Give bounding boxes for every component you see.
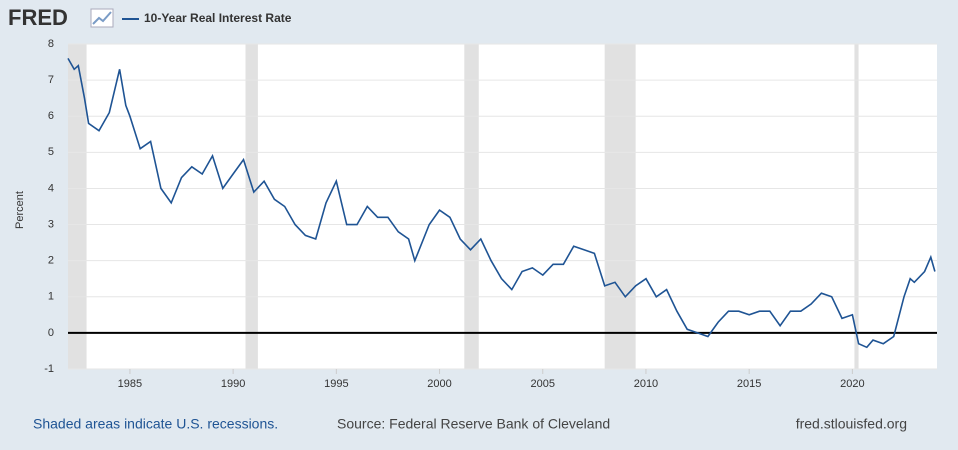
x-tick-label: 1990 — [221, 378, 245, 390]
recession-band — [68, 44, 87, 369]
logo-icon — [90, 8, 114, 28]
y-tick-label: 2 — [48, 255, 54, 267]
logo: FRED — [8, 5, 68, 30]
x-tick-label: 2010 — [634, 378, 658, 390]
y-tick-label: 7 — [48, 74, 54, 86]
source: Source: Federal Reserve Bank of Clevelan… — [337, 416, 610, 432]
x-tick-label: 2015 — [737, 378, 761, 390]
recession-band — [604, 44, 636, 369]
legend-label: 10-Year Real Interest Rate — [144, 11, 292, 25]
y-tick-label: 8 — [48, 38, 54, 50]
plot-area — [68, 44, 937, 369]
x-tick-label: 1995 — [324, 378, 348, 390]
site: fred.stlouisfed.org — [796, 416, 907, 432]
recession-note: Shaded areas indicate U.S. recessions. — [33, 416, 278, 432]
x-tick-label: 2020 — [840, 378, 864, 390]
y-tick-label: 0 — [48, 327, 54, 339]
recession-band — [245, 44, 258, 369]
y-tick-label: 3 — [48, 218, 54, 230]
y-tick-label: 6 — [48, 110, 54, 122]
y-axis-label: Percent — [14, 191, 26, 229]
x-tick-label: 2000 — [427, 378, 451, 390]
recession-band — [854, 44, 859, 369]
y-tick-label: 5 — [48, 146, 54, 158]
y-tick-label: -1 — [44, 363, 54, 375]
line — [67, 58, 936, 349]
y-tick-label: 4 — [48, 182, 54, 194]
recession-band — [464, 44, 479, 369]
x-tick-label: 2005 — [531, 378, 555, 390]
x-tick-label: 1985 — [118, 378, 142, 390]
y-tick-label: 1 — [48, 291, 54, 303]
